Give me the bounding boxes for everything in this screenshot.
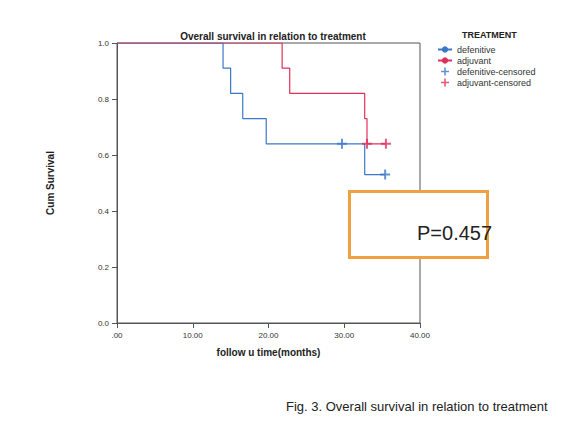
svg-text:30.00: 30.00 (334, 331, 355, 340)
svg-text:0.0: 0.0 (98, 319, 110, 328)
svg-text:Overall survival in relation t: Overall survival in relation to treatmen… (180, 31, 366, 42)
svg-text:0.2: 0.2 (98, 263, 110, 272)
svg-text:1.0: 1.0 (98, 39, 110, 48)
svg-text:defenitive-censored: defenitive-censored (457, 67, 536, 77)
svg-text:adjuvant: adjuvant (457, 56, 492, 66)
svg-text:follow u time(months): follow u time(months) (217, 347, 321, 358)
svg-text:adjuvant-censored: adjuvant-censored (457, 78, 531, 88)
svg-text:0.4: 0.4 (98, 207, 110, 216)
svg-text:Fig. 3. Overall survival in re: Fig. 3. Overall survival in relation to … (286, 399, 548, 414)
svg-text:defenitive: defenitive (457, 45, 496, 55)
svg-text:20.00: 20.00 (258, 331, 279, 340)
svg-text:.00: .00 (111, 331, 123, 340)
svg-text:10.00: 10.00 (183, 331, 204, 340)
svg-text:0.6: 0.6 (98, 151, 110, 160)
svg-text:P=0.457: P=0.457 (417, 222, 492, 244)
svg-text:Cum Survival: Cum Survival (45, 151, 56, 215)
svg-text:0.8: 0.8 (98, 95, 110, 104)
svg-text:TREATMENT: TREATMENT (462, 30, 517, 40)
svg-text:40.00: 40.00 (410, 331, 431, 340)
